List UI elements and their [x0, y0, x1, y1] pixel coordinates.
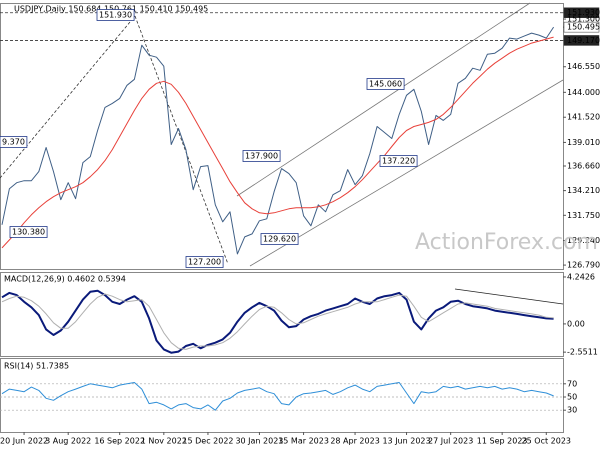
annotation: 130.380 — [9, 226, 48, 238]
annotation-label: 130.380 — [12, 228, 45, 237]
annotation-box — [260, 233, 299, 245]
annotation: 127.200 — [185, 256, 224, 268]
series-line — [1, 36, 554, 249]
watermark: ActionForex.com — [415, 230, 598, 255]
y-tick-label: 146.550 — [567, 62, 600, 71]
annotation-label: 9.370 — [2, 138, 25, 147]
panel-title: MACD(12,26,9) 0.4602 0.5394 — [4, 275, 126, 284]
x-tick-label: 11 Sep 2023 — [477, 437, 528, 446]
series-line — [1, 293, 554, 350]
panel-title: RSI(14) 51.7385 — [4, 362, 69, 371]
macd-panel — [0, 272, 564, 357]
annotation-label: 145.060 — [369, 80, 402, 89]
y-tick-label: 4.2426 — [567, 272, 595, 281]
x-tick-label: 3 Aug 2022 — [45, 437, 91, 446]
y-tick-label: 149.170 — [567, 36, 600, 45]
x-tick-label: 20 Jun 2022 — [0, 437, 48, 446]
tick-label-bg — [563, 35, 600, 46]
y-tick-label: 30 — [567, 406, 577, 415]
x-tick-label: 1 Nov 2022 — [141, 437, 187, 446]
annotation: 9.370 — [0, 136, 28, 148]
y-tick-label: 129.240 — [567, 236, 600, 245]
y-tick-label: 151.930 — [567, 8, 600, 17]
x-tick-label: 27 Jul 2023 — [428, 437, 473, 446]
y-tick-label: 139.010 — [567, 138, 600, 147]
panel-title: USDJPY,Daily 150.684 150.761 150.410 150… — [14, 5, 208, 14]
x-tick-label: 16 Sep 2022 — [94, 437, 145, 446]
tick-label-bg — [563, 21, 600, 33]
series-line — [1, 26, 555, 255]
annotation-box — [96, 9, 135, 21]
series-line — [1, 289, 554, 354]
y-tick-label: -2.5511 — [567, 348, 598, 357]
annotation-label: 151.930 — [99, 11, 132, 20]
y-tick-label: 151.300 — [567, 15, 600, 24]
y-tick-label: 131.750 — [567, 211, 600, 220]
series-line — [1, 382, 554, 411]
macd-trend — [454, 288, 564, 305]
channel-upper — [236, 2, 531, 197]
trend-dashed — [0, 15, 136, 179]
annotation-box — [242, 150, 281, 162]
rsi-panel — [0, 358, 564, 433]
y-tick-label: 144.000 — [567, 88, 600, 97]
x-tick-label: 25 Oct 2023 — [522, 437, 571, 446]
x-tick-label: 13 Jun 2023 — [382, 437, 430, 446]
annotation-box — [366, 78, 405, 90]
annotation: 137.220 — [379, 155, 418, 167]
annotation: 145.060 — [366, 78, 405, 90]
annotation: 151.930 — [96, 9, 135, 21]
y-tick-label: 134.210 — [567, 186, 600, 195]
annotation-box — [0, 136, 28, 148]
annotation-box — [9, 226, 48, 238]
y-tick-label: 126.790 — [567, 261, 600, 270]
x-tick-label: 15 Dec 2022 — [182, 437, 233, 446]
annotation-label: 127.200 — [188, 258, 221, 267]
x-tick-label: 15 Mar 2023 — [278, 437, 329, 446]
annotation-box — [379, 155, 418, 167]
annotation: 137.900 — [242, 150, 281, 162]
y-tick-label: 50 — [567, 393, 577, 402]
x-tick-label: 30 Jan 2023 — [235, 437, 283, 446]
channel-lower — [249, 79, 564, 267]
annotation-label: 129.620 — [263, 235, 296, 244]
annotation-box — [185, 256, 224, 268]
tick-label-bg — [563, 7, 600, 18]
y-tick-label: 136.660 — [567, 162, 600, 171]
trend-dashed — [134, 15, 229, 265]
annotation: 129.620 — [260, 233, 299, 245]
y-tick-label: 150.495 — [567, 23, 600, 32]
channel — [0, 2, 564, 305]
x-tick-label: 28 Apr 2023 — [330, 437, 379, 446]
annotation-label: 137.220 — [382, 157, 415, 166]
annotation-label: 137.900 — [245, 152, 278, 161]
y-tick-label: 141.520 — [567, 113, 600, 122]
y-tick-label: 0.00 — [567, 319, 585, 328]
y-tick-label: 70 — [567, 379, 577, 388]
